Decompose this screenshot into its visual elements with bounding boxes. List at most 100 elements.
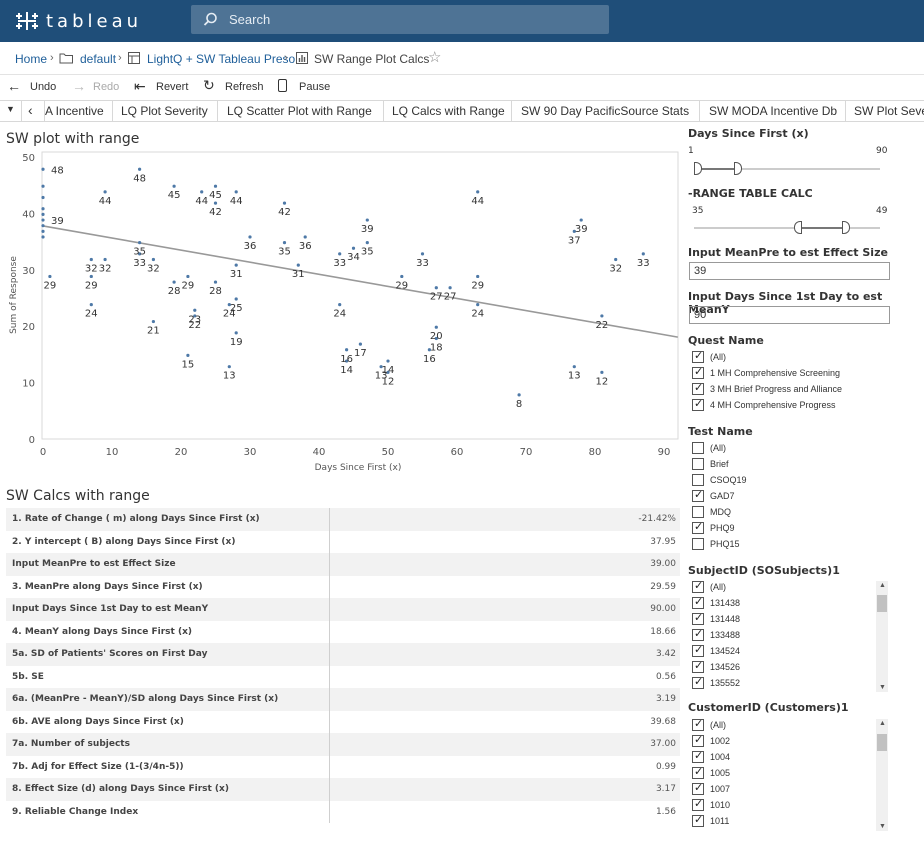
test-name-item-label[interactable]: MDQ bbox=[710, 507, 731, 517]
quest-name-item-checkbox[interactable] bbox=[692, 349, 704, 363]
tableau-logo[interactable]: tableau bbox=[14, 8, 142, 34]
tab-separator bbox=[845, 101, 846, 121]
quest-name-item-checkbox[interactable] bbox=[692, 381, 704, 395]
meanpre-input[interactable]: 39 bbox=[689, 262, 890, 280]
customer-id-item-label[interactable]: 1005 bbox=[710, 768, 731, 778]
customer-id-item-checkbox[interactable] bbox=[692, 765, 704, 779]
breadcrumb-workbook[interactable]: LightQ + SW Tableau Preso bbox=[147, 52, 296, 66]
data-point bbox=[282, 241, 287, 245]
subject-id-item-checkbox[interactable] bbox=[692, 579, 704, 593]
refresh-button[interactable]: Refresh bbox=[225, 81, 264, 93]
test-name-item-label[interactable]: (All) bbox=[710, 443, 726, 453]
tab-sw-plot-severity[interactable]: SW Plot Seve bbox=[854, 104, 924, 118]
test-name-item-checkbox[interactable] bbox=[692, 442, 704, 454]
tab-menu-icon[interactable]: ▼ bbox=[6, 104, 15, 114]
days-slider-handle-max[interactable] bbox=[734, 162, 742, 175]
search-input[interactable]: Search bbox=[191, 5, 609, 34]
customer-id-item-label[interactable]: 1004 bbox=[710, 752, 731, 762]
subject-scrollbar[interactable]: ▲ ▼ bbox=[876, 581, 888, 692]
scroll-up-icon[interactable]: ▲ bbox=[879, 582, 886, 589]
subject-id-item-checkbox[interactable] bbox=[692, 627, 704, 641]
tab-sw-moda[interactable]: SW MODA Incentive Db bbox=[709, 104, 838, 118]
customer-scroll-thumb[interactable] bbox=[877, 734, 887, 751]
subject-id-item-checkbox[interactable] bbox=[692, 675, 704, 689]
test-name-item-label[interactable]: PHQ9 bbox=[710, 523, 735, 533]
customer-id-item-label[interactable]: 1007 bbox=[710, 784, 731, 794]
data-label: 36 bbox=[244, 241, 257, 252]
customer-id-item-label[interactable]: 1011 bbox=[710, 816, 730, 826]
customer-id-item-checkbox[interactable] bbox=[692, 733, 704, 747]
test-name-item-label[interactable]: CSOQ19 bbox=[710, 475, 747, 485]
quest-name-item-checkbox[interactable] bbox=[692, 365, 704, 379]
test-name-item-checkbox[interactable] bbox=[692, 520, 704, 534]
subject-id-item-label[interactable]: 131438 bbox=[710, 598, 741, 608]
days-filter-title: Days Since First (x) bbox=[688, 127, 809, 140]
star-icon[interactable]: ☆ bbox=[428, 49, 442, 66]
subject-id-item-label[interactable]: 134524 bbox=[710, 646, 741, 656]
subject-id-item-checkbox[interactable] bbox=[692, 611, 704, 625]
tab-sw-90-day[interactable]: SW 90 Day PacificSource Stats bbox=[521, 104, 690, 118]
subject-id-item-label[interactable]: 135552 bbox=[710, 678, 741, 688]
redo-button[interactable]: Redo bbox=[93, 81, 120, 93]
quest-name-item-label[interactable]: 3 MH Brief Progress and Alliance bbox=[710, 384, 843, 394]
subject-id-item-label[interactable]: 134526 bbox=[710, 662, 741, 672]
scroll-down-icon[interactable]: ▼ bbox=[879, 823, 886, 830]
days-slider-handle-min[interactable] bbox=[694, 162, 702, 175]
test-name-item-checkbox[interactable] bbox=[692, 458, 704, 470]
customer-id-item-label[interactable]: 1010 bbox=[710, 800, 731, 810]
data-label: 29 bbox=[471, 280, 484, 291]
range-slider-handle-min[interactable] bbox=[794, 221, 802, 234]
days-input[interactable]: 90 bbox=[689, 306, 890, 324]
customer-id-item-checkbox[interactable] bbox=[692, 717, 704, 731]
test-name-item-checkbox[interactable] bbox=[692, 488, 704, 502]
subject-id-item-label[interactable]: 133488 bbox=[710, 630, 741, 640]
customer-id-item-checkbox[interactable] bbox=[692, 781, 704, 795]
calc-row-label: 4. MeanY along Days Since First (x) bbox=[12, 626, 192, 637]
test-name-item-label[interactable]: GAD7 bbox=[710, 491, 735, 501]
data-label: 8 bbox=[516, 399, 522, 410]
breadcrumb-home[interactable]: Home bbox=[15, 52, 48, 66]
days-slider[interactable] bbox=[694, 162, 880, 176]
test-name-item-checkbox[interactable] bbox=[692, 474, 704, 486]
breadcrumb-folder[interactable]: default bbox=[80, 52, 117, 66]
scroll-down-icon[interactable]: ▼ bbox=[879, 684, 886, 691]
data-label: 13 bbox=[223, 371, 236, 382]
scroll-up-icon[interactable]: ▲ bbox=[879, 720, 886, 727]
tab-left-icon[interactable]: ‹ bbox=[28, 102, 33, 118]
customer-id-item-checkbox[interactable] bbox=[692, 797, 704, 811]
range-slider[interactable] bbox=[694, 221, 880, 235]
test-name-item-label[interactable]: Brief bbox=[710, 459, 729, 469]
customer-id-item-checkbox[interactable] bbox=[692, 813, 704, 827]
data-point bbox=[434, 286, 438, 290]
pause-button[interactable]: Pause bbox=[299, 81, 331, 93]
tab-lq-plot-severity[interactable]: LQ Plot Severity bbox=[121, 104, 208, 118]
quest-name-item-checkbox[interactable] bbox=[692, 397, 704, 411]
subject-scroll-thumb[interactable] bbox=[877, 595, 887, 612]
test-name-item-checkbox[interactable] bbox=[692, 506, 704, 518]
data-label: 48 bbox=[133, 173, 146, 184]
customer-id-item-label[interactable]: 1002 bbox=[710, 736, 731, 746]
subject-id-item-checkbox[interactable] bbox=[692, 659, 704, 673]
data-point bbox=[476, 274, 480, 279]
quest-name-item-label[interactable]: 1 MH Comprehensive Screening bbox=[710, 368, 841, 378]
quest-name-item-label[interactable]: 4 MH Comprehensive Progress bbox=[710, 400, 836, 410]
range-slider-handle-max[interactable] bbox=[842, 221, 850, 234]
customer-id-item-label[interactable]: (All) bbox=[710, 720, 726, 730]
subject-id-item-checkbox[interactable] bbox=[692, 595, 704, 609]
subject-id-item-label[interactable]: (All) bbox=[710, 582, 726, 592]
tab-a-incentive[interactable]: A Incentive bbox=[45, 104, 104, 118]
tab-lq-calcs[interactable]: LQ Calcs with Range bbox=[392, 104, 505, 118]
customer-scrollbar[interactable]: ▲ ▼ bbox=[876, 719, 888, 831]
tab-lq-scatter[interactable]: LQ Scatter Plot with Range bbox=[227, 104, 372, 118]
quest-name-item-label[interactable]: (All) bbox=[710, 352, 726, 362]
test-name-item-checkbox[interactable] bbox=[692, 538, 704, 550]
test-name-item-label[interactable]: PHQ15 bbox=[710, 539, 740, 549]
x-tick-label: 20 bbox=[175, 447, 188, 458]
subject-id-item-label[interactable]: 131448 bbox=[710, 614, 741, 624]
customer-id-item-checkbox[interactable] bbox=[692, 749, 704, 763]
data-label: 29 bbox=[182, 280, 195, 291]
undo-button[interactable]: Undo bbox=[30, 81, 57, 93]
subject-id-item-checkbox[interactable] bbox=[692, 643, 704, 657]
revert-button[interactable]: Revert bbox=[156, 81, 189, 93]
data-point bbox=[345, 359, 349, 363]
